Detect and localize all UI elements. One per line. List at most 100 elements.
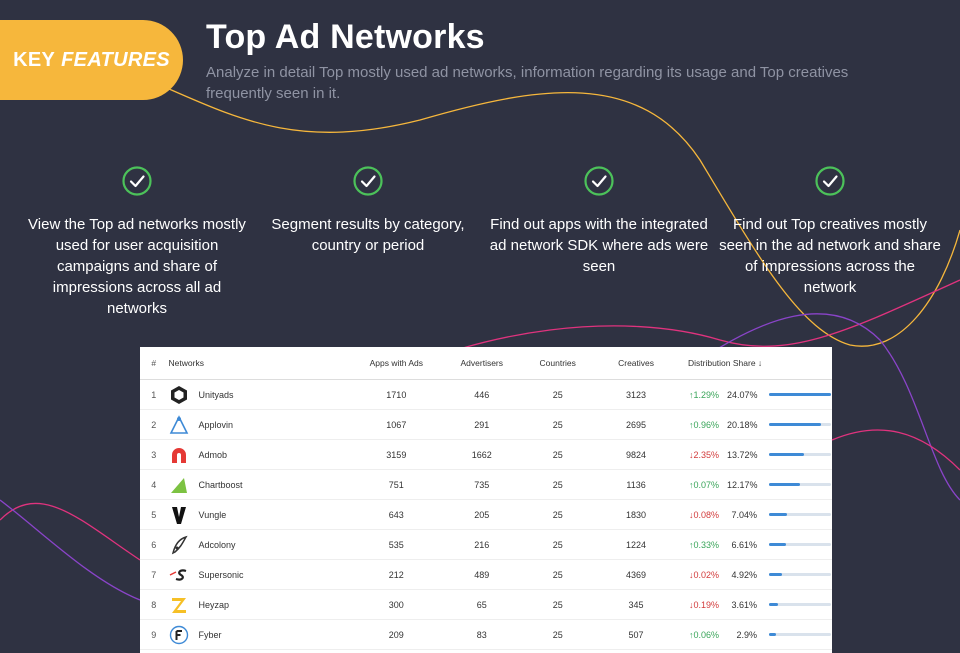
table-row[interactable]: 10Startapp408503252162↑0.24%2.85% [140, 649, 832, 653]
network-name[interactable]: Supersonic [198, 569, 244, 580]
feature-text: Segment results by category, country or … [271, 216, 465, 254]
share-value: 13.72% [727, 449, 758, 460]
header-apps-with-ads[interactable]: Apps with Ads [346, 347, 447, 380]
share-bar [769, 513, 831, 516]
feature-item: Find out Top creatives mostly seen in th… [717, 166, 943, 298]
apps-cell: 3159 [346, 439, 447, 470]
network-cell[interactable]: Applovin [167, 409, 347, 440]
distribution-cell: ↑0.33% 6.61% [674, 529, 832, 560]
share-value: 4.92% [731, 569, 757, 580]
fyber-logo-icon [169, 625, 188, 644]
share-bar [769, 603, 831, 606]
network-name[interactable]: Vungle [198, 509, 227, 520]
countries-cell: 25 [517, 499, 599, 530]
share-bar [769, 573, 831, 576]
header-rank: # [140, 347, 168, 380]
vungle-logo-icon [171, 506, 186, 524]
advertisers-cell: 735 [446, 469, 518, 500]
advertisers-cell: 205 [446, 499, 518, 530]
table-row[interactable]: 6 Adcolony 535 216 25 1224 ↑0.33% 6.61% [140, 529, 832, 560]
countries-cell: 25 [517, 439, 599, 470]
countries-cell: 25 [517, 589, 599, 620]
feature-text: View the Top ad networks mostly used for… [28, 216, 246, 317]
distribution-cell: ↑1.29% 24.07% [674, 379, 832, 410]
network-cell[interactable]: Vungle [167, 499, 347, 530]
change-value: 0.33% [693, 539, 720, 550]
change-indicator: ↑0.33% [689, 539, 720, 550]
change-value: 0.02% [693, 569, 720, 580]
ad-networks-table: # Networks Apps with Ads Advertisers Cou… [140, 347, 832, 653]
share-bar-fill [769, 423, 821, 426]
network-name[interactable]: Heyzap [198, 599, 230, 610]
share-bar-fill [769, 393, 831, 396]
network-cell[interactable]: Supersonic [167, 559, 347, 590]
advertisers-cell: 216 [446, 529, 518, 560]
apps-cell: 212 [346, 559, 447, 590]
table-row[interactable]: 5 Vungle 643 205 25 1830 ↓0.08% 7.04% [140, 499, 832, 530]
rank-cell: 9 [140, 619, 168, 650]
apps-cell: 408 [346, 649, 447, 653]
advertisers-cell: 489 [446, 559, 518, 590]
feature-text: Find out apps with the integrated ad net… [489, 216, 709, 275]
change-value: 2.35% [693, 449, 720, 460]
rank-cell: 10 [140, 649, 168, 653]
header-networks[interactable]: Networks [167, 347, 347, 380]
header-distribution-share[interactable]: Distribution Share ↓ [674, 347, 832, 380]
share-bar [769, 393, 831, 396]
share-bar [769, 423, 831, 426]
change-indicator: ↑0.96% [689, 419, 720, 430]
network-name[interactable]: Admob [198, 449, 228, 460]
network-cell[interactable]: Fyber [167, 619, 347, 650]
advertisers-cell: 1662 [446, 439, 518, 470]
share-bar-fill [769, 483, 801, 486]
share-value: 7.04% [731, 509, 757, 520]
advertisers-cell: 446 [446, 379, 518, 410]
advertisers-cell: 503 [446, 649, 518, 653]
table-row[interactable]: 2 Applovin 1067 291 25 2695 ↑0.96% 20.18% [140, 409, 832, 440]
admob-logo-icon [171, 447, 186, 463]
table-row[interactable]: 8 Heyzap 300 65 25 345 ↓0.19% 3.61% [140, 589, 832, 620]
network-cell[interactable]: Unityads [167, 379, 347, 410]
network-cell[interactable]: Startapp [167, 649, 347, 653]
distribution-cell: ↑0.96% 20.18% [674, 409, 832, 440]
header-creatives[interactable]: Creatives [598, 347, 674, 380]
share-value: 2.9% [736, 629, 757, 640]
share-value: 6.61% [731, 539, 757, 550]
feature-item: Segment results by category, country or … [255, 166, 481, 256]
network-name[interactable]: Chartboost [198, 479, 243, 490]
distribution-cell: ↑0.24%2.85% [674, 649, 832, 653]
network-name[interactable]: Fyber [198, 629, 222, 640]
table-row[interactable]: 1 Unityads 1710 446 25 3123 ↑1.29% 24.07% [140, 379, 832, 410]
network-name[interactable]: Unityads [198, 389, 234, 400]
table-row[interactable]: 7 Supersonic 212 489 25 4369 ↓0.02% 4.92% [140, 559, 832, 590]
apps-cell: 209 [346, 619, 447, 650]
network-cell[interactable]: Admob [167, 439, 347, 470]
share-bar-fill [769, 543, 787, 546]
network-cell[interactable]: Adcolony [167, 529, 347, 560]
countries-cell: 25 [517, 649, 599, 653]
check-circle-icon [584, 166, 614, 196]
apps-cell: 1710 [346, 379, 447, 410]
creatives-cell: 4369 [598, 559, 674, 590]
badge-text-key: KEY [13, 48, 56, 71]
countries-cell: 25 [517, 529, 599, 560]
share-value: 3.61% [731, 599, 757, 610]
creatives-cell: 1136 [598, 469, 674, 500]
apps-cell: 643 [346, 499, 447, 530]
change-indicator: ↑0.06% [689, 629, 720, 640]
network-cell[interactable]: Chartboost [167, 469, 347, 500]
network-name[interactable]: Adcolony [198, 539, 236, 550]
change-value: 0.07% [693, 479, 720, 490]
header-advertisers[interactable]: Advertisers [446, 347, 518, 380]
table-row[interactable]: 9 Fyber 209 83 25 507 ↑0.06% 2.9% [140, 619, 832, 650]
table-row[interactable]: 3 Admob 3159 1662 25 9824 ↓2.35% 13.72% [140, 439, 832, 470]
change-value: 0.96% [693, 419, 720, 430]
table-row[interactable]: 4 Chartboost 751 735 25 1136 ↑0.07% 12.17% [140, 469, 832, 500]
share-bar [769, 483, 831, 486]
network-name[interactable]: Applovin [198, 419, 234, 430]
header-countries[interactable]: Countries [517, 347, 599, 380]
network-cell[interactable]: Heyzap [167, 589, 347, 620]
table-header-row: # Networks Apps with Ads Advertisers Cou… [140, 347, 832, 380]
countries-cell: 25 [517, 559, 599, 590]
